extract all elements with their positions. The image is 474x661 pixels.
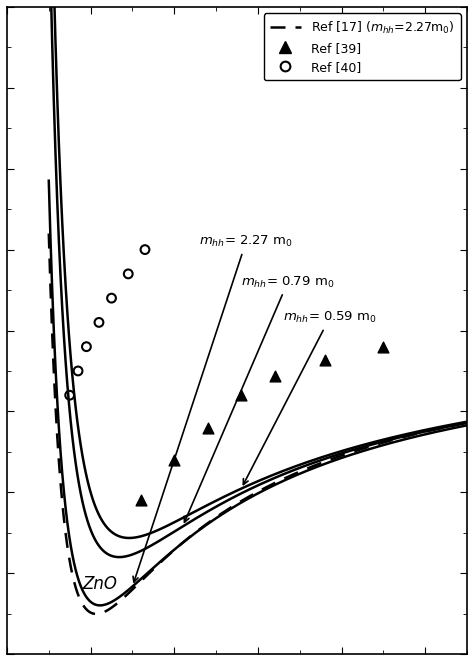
Ref [40] (125, 268, 132, 279)
Text: $m_{hh}$= 0.59 m$_0$: $m_{hh}$= 0.59 m$_0$ (243, 310, 376, 485)
Ref [40] (108, 293, 115, 303)
Ref [39] (171, 455, 178, 465)
Legend: Ref [17] ($m_{hh}$=2.27m$_0$), Ref [39], Ref [40]: Ref [17] ($m_{hh}$=2.27m$_0$), Ref [39],… (264, 13, 461, 80)
Ref [40] (82, 341, 90, 352)
Ref [39] (137, 495, 145, 506)
Ref [39] (237, 390, 245, 401)
Text: $m_{hh}$= 2.27 m$_0$: $m_{hh}$= 2.27 m$_0$ (133, 234, 293, 582)
Ref [39] (380, 341, 387, 352)
Text: ZnO: ZnO (82, 575, 117, 594)
Ref [40] (66, 390, 73, 401)
Ref [40] (141, 245, 149, 255)
Ref [39] (271, 371, 278, 381)
Ref [40] (74, 366, 82, 376)
Ref [40] (95, 317, 103, 328)
Ref [39] (204, 422, 211, 433)
Text: $m_{hh}$= 0.79 m$_0$: $m_{hh}$= 0.79 m$_0$ (184, 274, 335, 522)
Ref [39] (321, 354, 328, 365)
